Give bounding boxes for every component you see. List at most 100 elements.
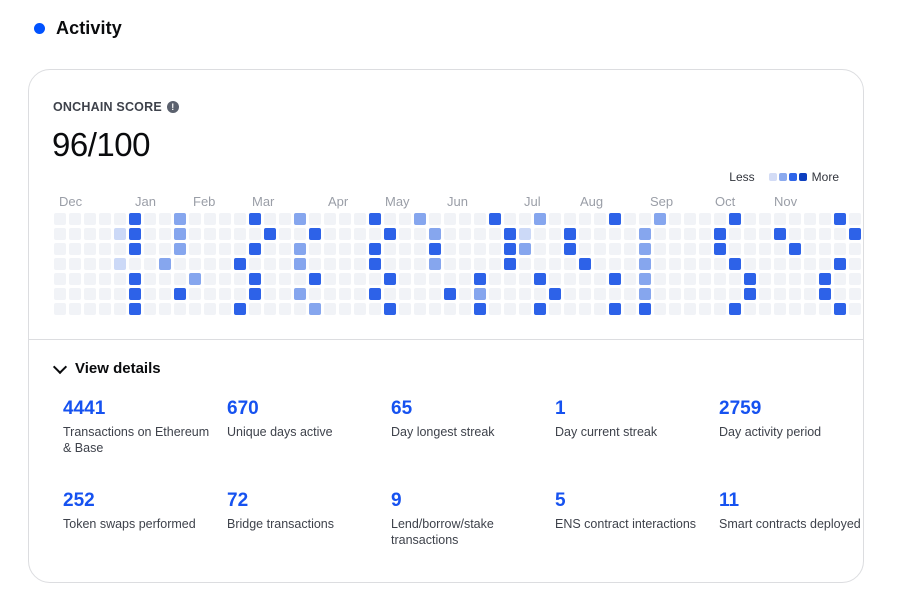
heatmap-cell[interactable] (504, 258, 516, 270)
heatmap-cell[interactable] (549, 228, 561, 240)
heatmap-cell[interactable] (99, 228, 111, 240)
heatmap-cell[interactable] (279, 228, 291, 240)
heatmap-cell[interactable] (174, 288, 186, 300)
heatmap-cell[interactable] (384, 213, 396, 225)
heatmap-cell[interactable] (534, 273, 546, 285)
heatmap-cell[interactable] (504, 228, 516, 240)
heatmap-cell[interactable] (384, 303, 396, 315)
heatmap-cell[interactable] (369, 228, 381, 240)
heatmap-cell[interactable] (714, 303, 726, 315)
heatmap-cell[interactable] (714, 288, 726, 300)
heatmap-cell[interactable] (564, 258, 576, 270)
heatmap-cell[interactable] (729, 288, 741, 300)
heatmap-cell[interactable] (399, 258, 411, 270)
heatmap-cell[interactable] (114, 213, 126, 225)
heatmap-cell[interactable] (669, 228, 681, 240)
heatmap-cell[interactable] (84, 228, 96, 240)
heatmap-cell[interactable] (714, 273, 726, 285)
heatmap-cell[interactable] (369, 213, 381, 225)
heatmap-cell[interactable] (264, 213, 276, 225)
heatmap-cell[interactable] (399, 303, 411, 315)
heatmap-cell[interactable] (54, 258, 66, 270)
heatmap-cell[interactable] (369, 288, 381, 300)
heatmap-cell[interactable] (609, 243, 621, 255)
heatmap-cell[interactable] (174, 228, 186, 240)
heatmap-cell[interactable] (159, 243, 171, 255)
heatmap-cell[interactable] (474, 228, 486, 240)
heatmap-cell[interactable] (744, 288, 756, 300)
heatmap-cell[interactable] (789, 273, 801, 285)
heatmap-cell[interactable] (444, 228, 456, 240)
heatmap-cell[interactable] (834, 273, 846, 285)
heatmap-cell[interactable] (579, 303, 591, 315)
heatmap-cell[interactable] (159, 258, 171, 270)
heatmap-cell[interactable] (369, 273, 381, 285)
heatmap-cell[interactable] (54, 213, 66, 225)
heatmap-cell[interactable] (579, 243, 591, 255)
heatmap-cell[interactable] (849, 288, 861, 300)
heatmap-cell[interactable] (444, 288, 456, 300)
heatmap-cell[interactable] (309, 213, 321, 225)
heatmap-cell[interactable] (639, 273, 651, 285)
heatmap-cell[interactable] (369, 243, 381, 255)
heatmap-cell[interactable] (219, 213, 231, 225)
heatmap-cell[interactable] (819, 213, 831, 225)
heatmap-cell[interactable] (144, 303, 156, 315)
heatmap-cell[interactable] (804, 228, 816, 240)
heatmap-cell[interactable] (474, 258, 486, 270)
heatmap-cell[interactable] (654, 288, 666, 300)
heatmap-cell[interactable] (144, 273, 156, 285)
heatmap-cell[interactable] (834, 243, 846, 255)
heatmap-cell[interactable] (264, 243, 276, 255)
heatmap-cell[interactable] (774, 213, 786, 225)
heatmap-cell[interactable] (99, 258, 111, 270)
heatmap-cell[interactable] (219, 258, 231, 270)
heatmap-cell[interactable] (459, 243, 471, 255)
heatmap-cell[interactable] (114, 258, 126, 270)
heatmap-cell[interactable] (489, 288, 501, 300)
heatmap-cell[interactable] (849, 213, 861, 225)
heatmap-cell[interactable] (414, 228, 426, 240)
heatmap-cell[interactable] (744, 273, 756, 285)
heatmap-cell[interactable] (189, 303, 201, 315)
heatmap-cell[interactable] (684, 228, 696, 240)
heatmap-cell[interactable] (729, 258, 741, 270)
heatmap-cell[interactable] (444, 303, 456, 315)
heatmap-cell[interactable] (264, 258, 276, 270)
heatmap-cell[interactable] (639, 213, 651, 225)
heatmap-cell[interactable] (474, 213, 486, 225)
heatmap-cell[interactable] (399, 243, 411, 255)
heatmap-cell[interactable] (249, 243, 261, 255)
heatmap-cell[interactable] (69, 288, 81, 300)
heatmap-cell[interactable] (114, 243, 126, 255)
heatmap-cell[interactable] (639, 258, 651, 270)
heatmap-cell[interactable] (654, 228, 666, 240)
heatmap-cell[interactable] (129, 258, 141, 270)
heatmap-cell[interactable] (369, 303, 381, 315)
heatmap-cell[interactable] (669, 258, 681, 270)
heatmap-cell[interactable] (234, 273, 246, 285)
heatmap-cell[interactable] (84, 273, 96, 285)
heatmap-cell[interactable] (144, 288, 156, 300)
heatmap-cell[interactable] (504, 213, 516, 225)
heatmap-cell[interactable] (339, 273, 351, 285)
heatmap-cell[interactable] (639, 288, 651, 300)
heatmap-cell[interactable] (204, 273, 216, 285)
heatmap-cell[interactable] (129, 228, 141, 240)
heatmap-cell[interactable] (759, 273, 771, 285)
heatmap-cell[interactable] (684, 303, 696, 315)
heatmap-cell[interactable] (339, 303, 351, 315)
heatmap-cell[interactable] (69, 213, 81, 225)
heatmap-cell[interactable] (159, 273, 171, 285)
heatmap-cell[interactable] (459, 258, 471, 270)
heatmap-cell[interactable] (819, 288, 831, 300)
heatmap-cell[interactable] (144, 213, 156, 225)
heatmap-cell[interactable] (624, 243, 636, 255)
heatmap-cell[interactable] (324, 273, 336, 285)
heatmap-cell[interactable] (534, 243, 546, 255)
heatmap-cell[interactable] (69, 228, 81, 240)
heatmap-cell[interactable] (204, 243, 216, 255)
heatmap-cell[interactable] (609, 213, 621, 225)
heatmap-cell[interactable] (159, 228, 171, 240)
heatmap-cell[interactable] (339, 228, 351, 240)
